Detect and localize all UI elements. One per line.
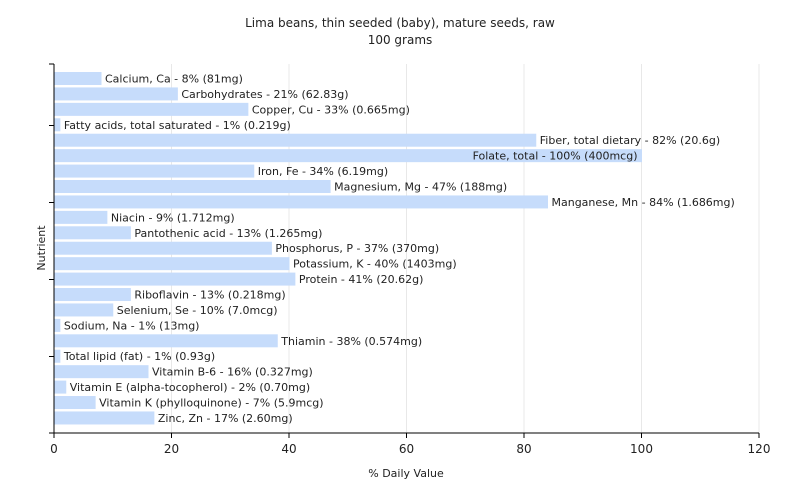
y-axis-label: Nutrient — [35, 225, 48, 271]
chart-subtitle: 100 grams — [368, 33, 433, 47]
bar — [54, 102, 249, 116]
bar-label: Manganese, Mn - 84% (1.686mg) — [552, 196, 735, 209]
bars-group: Calcium, Ca - 8% (81mg) Carbohydrates - 2… — [54, 72, 735, 425]
bar — [54, 133, 537, 147]
bar-label: Magnesium, Mg - 47% (188mg) — [334, 181, 507, 194]
bar — [54, 164, 255, 178]
bar — [54, 72, 102, 85]
bar-label: Pantothenic acid - 13% (1.265mg) — [134, 227, 322, 240]
x-tick-label: 120 — [748, 442, 771, 456]
x-tick-label: 20 — [164, 442, 179, 456]
bar-label: Fatty acids, total saturated - 1% (0.219… — [64, 119, 291, 132]
bar — [54, 288, 131, 302]
bar-label: Phosphorus, P - 37% (370mg) — [275, 242, 439, 255]
bar — [54, 226, 131, 240]
x-axis-label: % Daily Value — [368, 467, 444, 480]
bar-label: Potassium, K - 40% (1403mg) — [293, 258, 457, 271]
y-ticks — [49, 63, 54, 434]
bar — [54, 318, 61, 332]
bar — [54, 365, 149, 379]
bar-label: Selenium, Se - 10% (7.0mcg) — [117, 304, 278, 317]
bar-label: Copper, Cu - 33% (0.665mg) — [252, 103, 410, 116]
bar — [54, 380, 67, 394]
bar-label: Protein - 41% (20.62g) — [299, 273, 424, 286]
bar-label: Sodium, Na - 1% (13mg) — [64, 319, 200, 332]
x-tick-label: 100 — [630, 442, 653, 456]
bar — [54, 349, 61, 363]
x-tick-label: 80 — [516, 442, 531, 456]
bar-label: Carbohydrates - 21% (62.83g) — [181, 88, 348, 101]
bar — [54, 180, 331, 194]
x-tick-label: 40 — [281, 442, 296, 456]
x-tick-label: 60 — [399, 442, 414, 456]
bar — [54, 195, 548, 209]
bar-label: Fiber, total dietary - 82% (20.6g) — [540, 134, 720, 147]
x-ticks: 0 20 40 60 80 100 120 — [50, 433, 770, 456]
bar — [54, 149, 642, 163]
bar — [54, 210, 108, 224]
bar-label: Folate, total - 100% (400mcg) — [473, 150, 638, 163]
bar-label: Total lipid (fat) - 1% (0.93g) — [63, 350, 215, 363]
bar-label: Thiamin - 38% (0.574mg) — [280, 335, 422, 348]
bar-label: Zinc, Zn - 17% (2.60mg) — [158, 412, 293, 425]
bar — [54, 303, 114, 317]
bar-label: Calcium, Ca - 8% (81mg) — [105, 73, 243, 86]
bar-label: Vitamin E (alpha-tocopherol) - 2% (0.70m… — [70, 381, 310, 394]
bar-label: Niacin - 9% (1.712mg) — [111, 211, 235, 224]
bar — [54, 272, 296, 286]
x-tick-label: 0 — [50, 442, 58, 456]
bar-label: Riboflavin - 13% (0.218mg) — [134, 289, 285, 302]
bar-label: Iron, Fe - 34% (6.19mg) — [258, 165, 388, 178]
chart-title: Lima beans, thin seeded (baby), mature s… — [245, 16, 555, 30]
bar — [54, 257, 290, 271]
bar — [54, 241, 272, 255]
bar-label: Vitamin B-6 - 16% (0.327mg) — [152, 366, 313, 379]
bar — [54, 118, 61, 132]
bar — [54, 87, 178, 101]
bar-label: Vitamin K (phylloquinone) - 7% (5.9mcg) — [99, 397, 323, 410]
grid-lines — [171, 64, 760, 433]
bar — [54, 334, 278, 348]
bar — [54, 396, 96, 410]
bar — [54, 411, 155, 425]
